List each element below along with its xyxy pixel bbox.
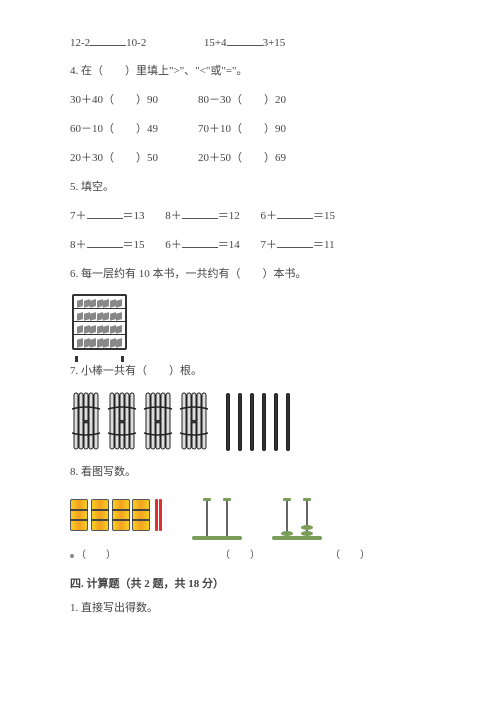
q8-answers: （ ） （ ） （ ） bbox=[70, 546, 430, 561]
loose-stick bbox=[274, 393, 278, 451]
q5-title: 5. 填空。 bbox=[70, 178, 430, 194]
blank bbox=[182, 237, 218, 248]
q5-row: 8＋＝15 6＋＝14 7＋＝11 bbox=[70, 236, 430, 252]
q7-title: 7. 小棒一共有（ ）根。 bbox=[70, 362, 430, 378]
q3-item1-left: 12-2 bbox=[70, 37, 90, 49]
q5-row: 7＋＝13 8＋＝12 6＋＝15 bbox=[70, 207, 430, 223]
yellow-bundle bbox=[132, 499, 150, 531]
q4-title: 4. 在（ ）里填上">"、"<"或"="。 bbox=[70, 62, 430, 78]
yellow-bundle bbox=[112, 499, 130, 531]
blank bbox=[182, 208, 218, 219]
section4-heading: 四. 计算题（共 2 题，共 18 分） bbox=[70, 575, 430, 591]
blank bbox=[227, 35, 263, 46]
q3-item1-right: 10-2 bbox=[126, 37, 146, 49]
loose-stick bbox=[226, 393, 230, 451]
q3-item2-left: 15+4 bbox=[204, 37, 227, 49]
yellow-bundle bbox=[91, 499, 109, 531]
stick-bundle bbox=[178, 391, 210, 451]
q3-item2-right: 3+15 bbox=[263, 37, 286, 49]
bookshelf-image bbox=[72, 294, 127, 356]
loose-stick bbox=[238, 393, 242, 451]
q6-text: 6. 每一层约有 10 本书，一共约有（ ）本书。 bbox=[70, 265, 430, 281]
abacus-2 bbox=[272, 492, 322, 540]
blank bbox=[87, 208, 123, 219]
sticks-image bbox=[70, 391, 430, 451]
blank bbox=[90, 35, 126, 46]
q4-row: 60－10（ ）4970＋10（ ）90 bbox=[70, 120, 430, 136]
q8-title: 8. 看图写数。 bbox=[70, 463, 430, 479]
red-sticks bbox=[155, 499, 162, 531]
abacus-1 bbox=[192, 492, 242, 540]
loose-stick bbox=[286, 393, 290, 451]
yellow-bundle bbox=[70, 499, 88, 531]
q4-row: 20＋30（ ）5020＋50（ ）69 bbox=[70, 149, 430, 165]
stick-bundle bbox=[70, 391, 102, 451]
q8-images bbox=[70, 492, 430, 540]
loose-stick bbox=[250, 393, 254, 451]
q8-bundle-group bbox=[70, 499, 162, 534]
stick-bundle bbox=[106, 391, 138, 451]
q4-row: 30＋40（ ）9080－30（ ）20 bbox=[70, 91, 430, 107]
q3-line: 12-2 10-2 15+4 3+15 bbox=[70, 35, 430, 49]
blank bbox=[277, 237, 313, 248]
section4-q1: 1. 直接写出得数。 bbox=[70, 599, 430, 615]
blank bbox=[277, 208, 313, 219]
blank bbox=[87, 237, 123, 248]
loose-stick bbox=[262, 393, 266, 451]
stick-bundle bbox=[142, 391, 174, 451]
